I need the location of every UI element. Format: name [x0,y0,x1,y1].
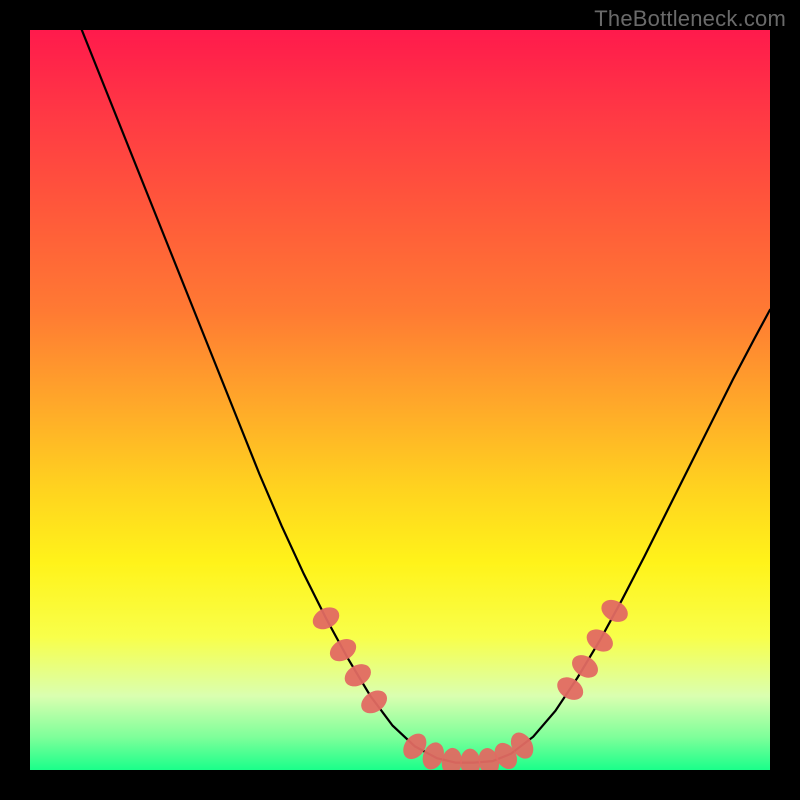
chart-frame: TheBottleneck.com [0,0,800,800]
chart-background-gradient [30,30,770,770]
watermark-text: TheBottleneck.com [594,6,786,32]
plot-container [0,0,800,800]
bottleneck-chart-svg [0,0,800,800]
